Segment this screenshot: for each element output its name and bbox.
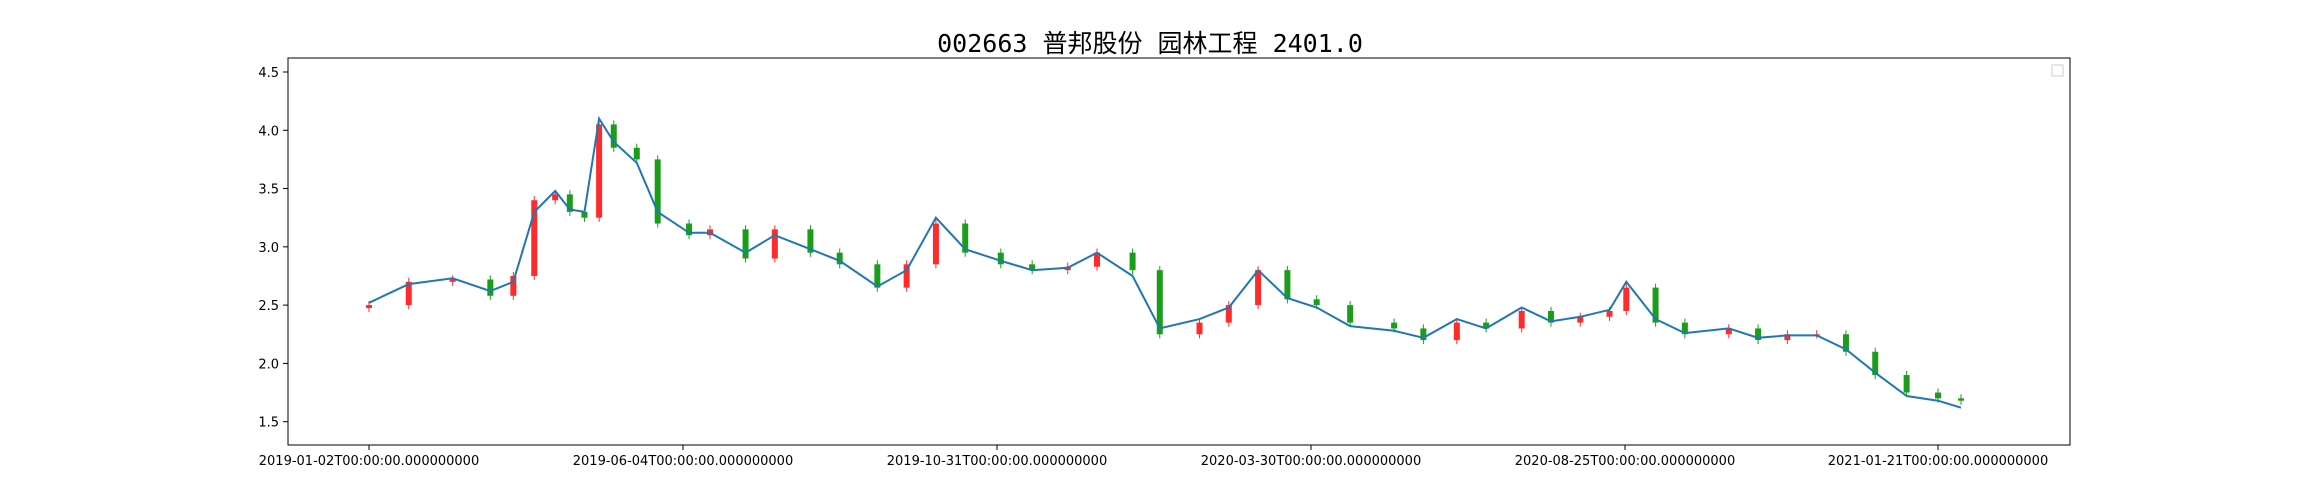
candle-body <box>1872 351 1879 376</box>
x-tick-label: 2020-08-25T00:00:00.000000000 <box>1515 454 1735 469</box>
candle-body <box>566 194 573 212</box>
candle-body <box>1453 322 1460 341</box>
candle-body <box>1935 392 1941 399</box>
candle-body <box>1681 322 1688 335</box>
y-axis: 1.5 2.0 2.5 3.0 3.5 4.0 4.5 <box>258 66 288 431</box>
candle-body <box>1129 252 1136 271</box>
candle-body <box>449 279 456 282</box>
candle-body <box>742 229 749 259</box>
x-tick-label: 2019-10-31T00:00:00.000000000 <box>887 454 1107 469</box>
candle-body <box>1391 322 1398 329</box>
candle-body <box>836 252 843 265</box>
candle-body <box>1255 270 1262 306</box>
candle-body <box>932 223 939 265</box>
y-tick-label: 2.5 <box>258 299 279 314</box>
x-tick-label: 2020-03-30T00:00:00.000000000 <box>1201 454 1421 469</box>
chart-title: 002663 普邦股份 园林工程 2401.0 <box>937 29 1363 58</box>
candle-body <box>1784 334 1791 341</box>
candle-body <box>1284 270 1291 300</box>
candle-body <box>1652 287 1659 323</box>
candle-body <box>1420 328 1427 341</box>
candle-body <box>366 305 372 309</box>
candle-body <box>1958 398 1965 401</box>
candle-body <box>1156 270 1163 335</box>
candle-body <box>596 124 603 218</box>
candle-body <box>1903 375 1910 393</box>
candle-body <box>1577 316 1584 323</box>
candle-body <box>1547 310 1554 323</box>
candle-body <box>1755 328 1762 341</box>
candle-body <box>807 229 814 253</box>
x-tick-label: 2019-06-04T00:00:00.000000000 <box>573 454 793 469</box>
candles <box>366 120 1965 405</box>
candle-body <box>1029 264 1036 271</box>
candle-body <box>903 264 910 288</box>
candle-body <box>1313 299 1320 306</box>
candle-body <box>405 281 412 306</box>
candle-body <box>610 124 617 148</box>
y-tick-label: 1.5 <box>258 416 279 431</box>
y-tick-label: 4.0 <box>258 124 279 139</box>
x-tick-label: 2019-01-02T00:00:00.000000000 <box>259 454 479 469</box>
candle-body <box>487 279 494 296</box>
ma-line <box>368 115 1962 409</box>
candle-body <box>1347 305 1354 323</box>
candle-body <box>1842 334 1849 352</box>
plot-frame <box>287 57 2071 446</box>
candle-body <box>1518 310 1525 329</box>
candle-body <box>654 159 661 224</box>
candle-body <box>686 223 693 236</box>
x-axis: 2019-01-02T00:00:00.000000000 2019-06-04T… <box>259 445 2048 469</box>
y-tick-label: 3.0 <box>258 241 279 256</box>
y-tick-label: 4.5 <box>258 66 279 81</box>
x-tick-label: 2021-01-21T00:00:00.000000000 <box>1828 454 2048 469</box>
candle-body <box>1606 310 1613 317</box>
candle-body <box>1483 322 1490 329</box>
y-tick-label: 3.5 <box>258 183 279 198</box>
candle-body <box>531 200 538 276</box>
candle-body <box>1623 287 1630 311</box>
candle-body <box>771 229 778 259</box>
candle-body <box>1196 322 1203 335</box>
ma-line-layer <box>368 115 1962 409</box>
legend-box <box>2051 64 2064 77</box>
candle-body <box>1225 305 1232 323</box>
y-tick-label: 2.0 <box>258 357 279 372</box>
candle-body <box>1725 328 1732 335</box>
candle-body <box>581 211 588 218</box>
candle-body <box>552 194 559 201</box>
candle-body <box>510 275 517 296</box>
candle-body <box>633 147 640 160</box>
candle-body <box>1094 252 1101 267</box>
candle-body <box>962 223 969 253</box>
candle-body <box>874 264 881 288</box>
candle-body <box>997 252 1004 265</box>
